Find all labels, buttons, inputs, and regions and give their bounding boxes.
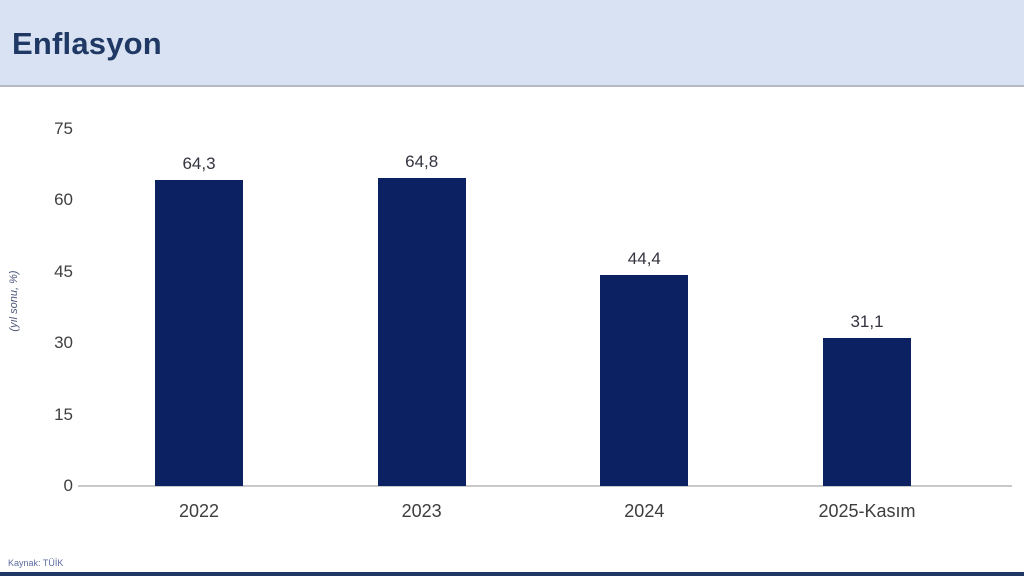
x-axis-category-label: 2024: [624, 501, 665, 521]
bottom-accent-bar: [0, 572, 1024, 576]
y-axis-tick-label: 60: [54, 190, 73, 210]
y-axis-title: (yıl sonu, %): [8, 270, 20, 332]
bar-value-label: 44,4: [627, 248, 661, 268]
source-note: Kaynak: TÜİK: [8, 558, 64, 568]
x-axis-category-label: 2025-Kasım: [818, 501, 916, 521]
y-axis-tick-label: 45: [54, 261, 73, 281]
x-axis-category-label: 2023: [401, 501, 442, 521]
y-axis-tick-label: 30: [54, 333, 73, 353]
bar-2024: [600, 274, 689, 486]
bar-value-label: 31,1: [850, 311, 884, 331]
bar-value-label: 64,8: [405, 151, 439, 171]
bar-2025-Kasım: [823, 337, 911, 486]
y-axis-tick-label: 0: [63, 476, 73, 495]
x-axis-line: [78, 485, 1012, 487]
bar-value-label: 64,3: [182, 153, 216, 173]
page-title: Enflasyon: [12, 26, 162, 61]
bar-2022: [155, 179, 243, 486]
y-axis-tick-label: 15: [54, 404, 73, 424]
bar-2023: [377, 177, 466, 486]
y-axis-tick-label: 75: [54, 119, 73, 138]
slide-header: Enflasyon: [0, 0, 1024, 87]
x-axis-category-label: 2022: [178, 501, 220, 521]
